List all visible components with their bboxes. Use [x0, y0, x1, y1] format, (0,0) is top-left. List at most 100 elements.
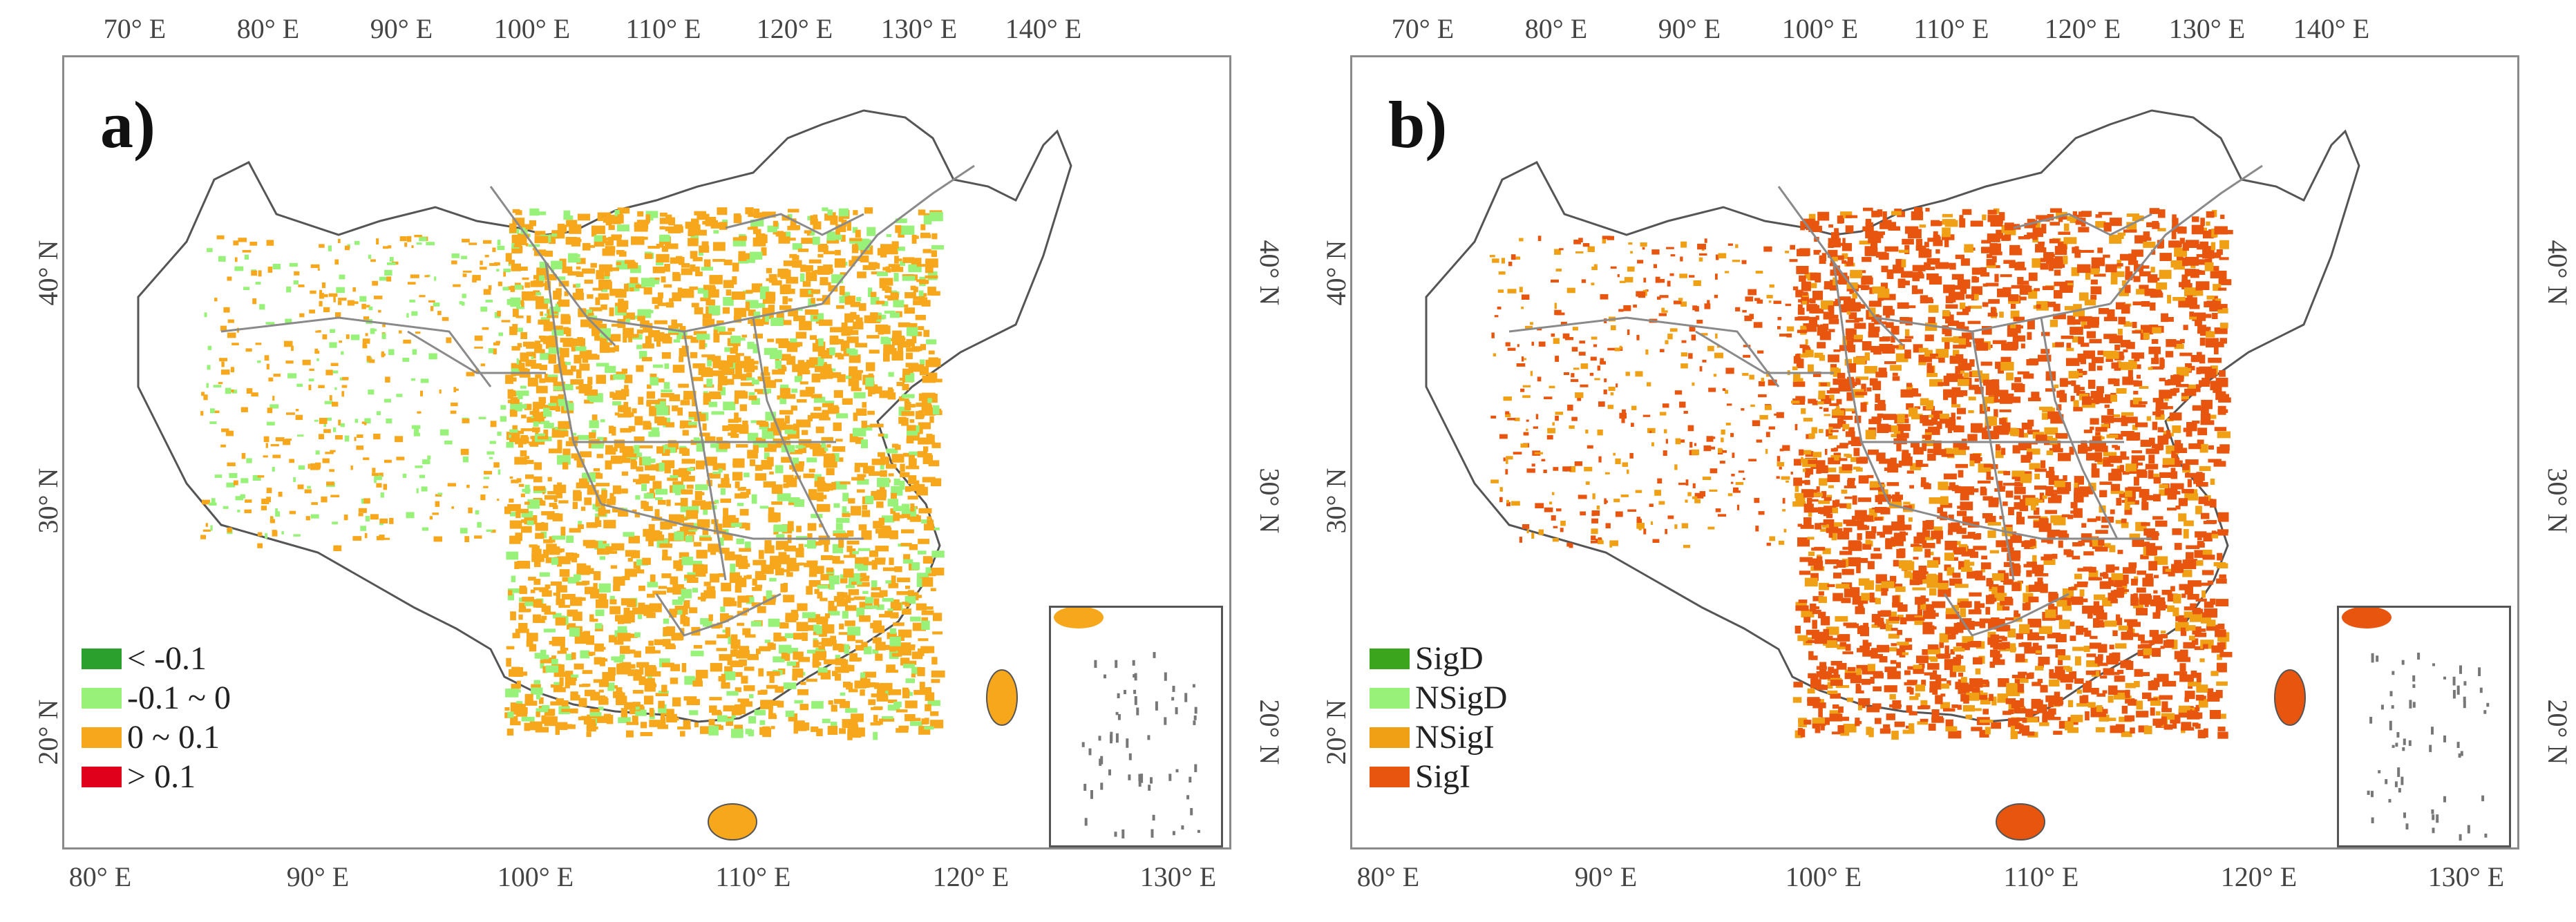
land-cover-patch: [2058, 658, 2063, 666]
land-cover-patch: [506, 657, 511, 667]
land-cover-patch: [853, 210, 858, 215]
land-cover-patch: [1812, 596, 1824, 602]
land-cover-patch: [771, 501, 783, 505]
land-cover-patch: [835, 224, 846, 233]
land-cover-patch: [788, 308, 798, 317]
land-cover-patch: [925, 692, 935, 701]
land-cover-patch: [1915, 460, 1923, 468]
land-cover-patch: [1991, 307, 1996, 316]
land-cover-patch: [1931, 419, 1938, 425]
land-cover-patch: [717, 207, 728, 215]
land-cover-patch: [732, 237, 744, 242]
land-cover-patch: [1884, 361, 1897, 365]
land-cover-patch: [1931, 601, 1946, 608]
land-cover-patch: [663, 382, 670, 390]
land-cover-patch: [2217, 308, 2228, 314]
land-cover-patch: [2200, 413, 2210, 422]
land-cover-patch: [1988, 299, 2000, 304]
land-cover-patch: [286, 286, 292, 293]
land-cover-patch: [871, 580, 878, 588]
land-cover-patch: [840, 235, 846, 242]
land-cover-patch: [2219, 370, 2226, 377]
land-cover-patch: [864, 427, 873, 431]
land-cover-patch: [379, 472, 383, 477]
land-cover-patch: [873, 521, 883, 529]
land-cover-patch: [310, 290, 316, 294]
land-cover-patch: [634, 632, 641, 637]
land-cover-patch: [851, 387, 862, 392]
land-cover-patch: [490, 421, 497, 428]
land-cover-patch: [806, 265, 813, 271]
land-cover-patch: [910, 718, 921, 721]
land-cover-patch: [902, 394, 915, 398]
land-cover-patch: [617, 214, 624, 224]
land-cover-patch: [516, 358, 519, 365]
land-cover-patch: [708, 614, 713, 622]
land-cover-patch: [520, 224, 533, 230]
land-cover-patch: [1826, 390, 1840, 394]
land-cover-patch: [386, 276, 392, 282]
land-cover-patch: [731, 715, 736, 718]
land-cover-patch: [639, 445, 653, 449]
province-boundary: [489, 186, 616, 347]
land-cover-patch: [2141, 301, 2150, 307]
land-cover-patch: [2176, 256, 2184, 262]
land-cover-patch: [422, 459, 430, 465]
land-cover-patch: [2042, 716, 2048, 726]
land-cover-patch: [807, 540, 816, 549]
land-cover-patch: [2171, 241, 2182, 247]
land-cover-patch: [690, 678, 700, 682]
land-cover-patch: [381, 353, 386, 356]
land-cover-patch: [464, 536, 470, 542]
land-cover-patch: [647, 459, 656, 463]
land-cover-patch: [2014, 679, 2020, 686]
land-cover-patch: [881, 515, 895, 523]
land-cover-patch: [619, 654, 625, 660]
land-cover-patch: [822, 207, 828, 211]
land-cover-patch: [258, 270, 262, 277]
land-cover-patch: [380, 492, 384, 498]
land-cover-patch: [726, 718, 735, 722]
land-cover-patch: [376, 411, 381, 416]
land-cover-patch: [692, 257, 703, 262]
land-cover-patch: [662, 556, 672, 561]
land-cover-patch: [2059, 285, 2073, 293]
land-cover-patch: [1868, 449, 1879, 455]
land-cover-patch: [2165, 568, 2172, 572]
inset-island: [1134, 696, 1137, 705]
land-cover-patch: [2211, 530, 2217, 534]
land-cover-patch: [636, 345, 642, 349]
land-cover-patch: [571, 338, 580, 346]
land-cover-patch: [641, 483, 647, 491]
land-cover-patch: [845, 708, 858, 713]
land-cover-patch: [1837, 644, 1846, 650]
land-cover-patch: [703, 509, 708, 515]
land-cover-patch: [2114, 643, 2127, 649]
land-cover-patch: [748, 213, 759, 218]
land-cover-patch: [816, 619, 828, 624]
land-cover-patch: [752, 343, 759, 354]
land-cover-patch: [796, 622, 808, 631]
land-cover-patch: [1888, 647, 1897, 652]
land-cover-patch: [1804, 479, 1810, 486]
land-cover-patch: [466, 372, 475, 376]
land-cover-patch: [574, 574, 581, 581]
land-cover-patch: [836, 413, 849, 419]
land-cover-patch: [576, 386, 582, 390]
land-cover-patch: [897, 344, 903, 353]
land-cover-patch: [1842, 546, 1852, 550]
land-cover-patch: [354, 419, 359, 423]
land-cover-patch: [783, 483, 789, 488]
land-cover-patch: [1826, 626, 1839, 635]
land-cover-patch: [844, 620, 855, 626]
land-cover-patch: [2089, 338, 2102, 344]
land-cover-patch: [882, 267, 889, 271]
land-cover-patch: [2020, 343, 2025, 349]
land-cover-patch: [2186, 713, 2200, 720]
land-cover-patch: [2003, 260, 2016, 264]
land-cover-patch: [1860, 402, 1867, 412]
land-cover-patch: [627, 262, 638, 269]
land-cover-patch: [2202, 231, 2214, 239]
land-cover-patch: [266, 421, 275, 425]
land-cover-patch: [1835, 684, 1850, 689]
